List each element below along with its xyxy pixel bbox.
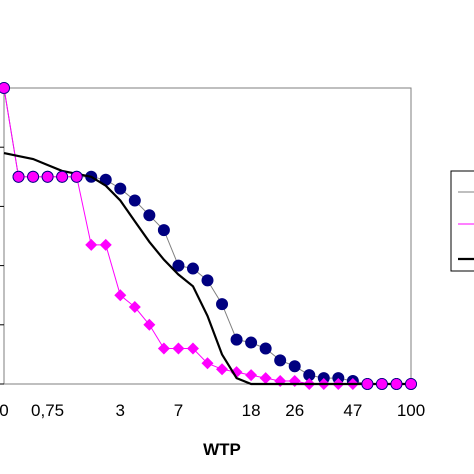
series-2-point bbox=[27, 170, 39, 183]
series-2-point bbox=[12, 170, 25, 183]
series-1-point bbox=[274, 354, 287, 367]
series-1-point bbox=[288, 360, 301, 373]
series-1-point bbox=[114, 182, 127, 195]
series-2-point bbox=[114, 289, 127, 302]
series-1-point bbox=[230, 333, 243, 346]
series-1-point bbox=[245, 336, 258, 349]
series-2-point bbox=[201, 357, 214, 370]
series-layer bbox=[0, 82, 417, 390]
series-2-point bbox=[405, 378, 417, 390]
series-2-point bbox=[259, 372, 272, 385]
series-2-point bbox=[70, 170, 83, 183]
series-2-point bbox=[376, 378, 388, 390]
series-1-point bbox=[157, 224, 170, 237]
series-2-point bbox=[157, 342, 170, 355]
series-2-point bbox=[41, 170, 54, 183]
series-2-point bbox=[99, 238, 112, 251]
x-axis-title: WTP bbox=[203, 440, 241, 459]
series-2-point bbox=[128, 301, 141, 314]
x-tick-label: 100 bbox=[397, 401, 425, 420]
series-2-point bbox=[361, 378, 374, 390]
series-3 bbox=[3, 152, 411, 386]
series-2-point bbox=[186, 342, 199, 355]
series-2-point bbox=[172, 342, 185, 355]
x-tick-label: 18 bbox=[242, 401, 261, 420]
series-1-point bbox=[216, 298, 229, 311]
overlay-points bbox=[0, 82, 417, 390]
series-2-point bbox=[56, 170, 69, 183]
series-3-line bbox=[3, 152, 411, 386]
series-2-point bbox=[390, 378, 403, 390]
x-tick-label: 47 bbox=[343, 401, 362, 420]
series-2-point bbox=[143, 318, 156, 331]
legend bbox=[450, 170, 474, 272]
series-1-point bbox=[186, 262, 199, 275]
x-tick-label: 26 bbox=[285, 401, 304, 420]
legend-box bbox=[450, 170, 474, 272]
series-1-point bbox=[259, 342, 272, 355]
x-tick-label: 0,75 bbox=[31, 401, 64, 420]
series-1-point bbox=[172, 259, 185, 272]
series-1-point bbox=[201, 274, 214, 287]
series-1-point bbox=[143, 209, 156, 222]
series-2-point bbox=[245, 369, 258, 382]
y-axis bbox=[0, 87, 4, 385]
series-2-point bbox=[0, 82, 10, 94]
series-1-point bbox=[128, 194, 141, 207]
x-tick-label: 0 bbox=[0, 401, 9, 420]
x-axis: 0 0,75 3 7 18 26 47 100 bbox=[0, 401, 425, 420]
plot-border bbox=[3, 87, 412, 385]
plot-area bbox=[3, 87, 412, 385]
series-2-point bbox=[85, 238, 98, 251]
x-tick-label: 3 bbox=[116, 401, 125, 420]
series-2-point bbox=[216, 363, 229, 376]
x-tick-label: 7 bbox=[174, 401, 183, 420]
